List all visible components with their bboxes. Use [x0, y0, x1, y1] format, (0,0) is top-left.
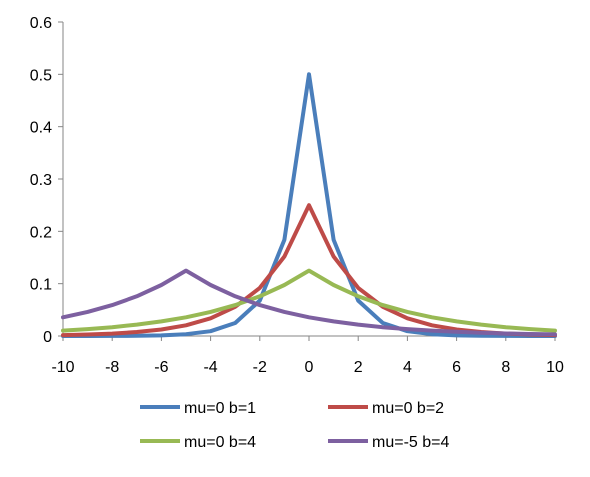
- y-tick-label: 0.1: [30, 277, 52, 294]
- x-tick-label: 8: [501, 359, 510, 376]
- y-tick-label: 0.5: [30, 67, 52, 84]
- series-line-4: [61, 268, 557, 337]
- y-tick-label: 0.6: [30, 15, 52, 32]
- series-line-1: [61, 72, 557, 338]
- y-tick-label: 0.3: [30, 172, 52, 189]
- legend-label-1: mu=0 b=1: [184, 400, 256, 417]
- y-tick-label: 0.2: [30, 224, 52, 241]
- x-tick-label: -4: [203, 359, 217, 376]
- x-tick-label: -2: [253, 359, 267, 376]
- x-tick-label: -6: [154, 359, 168, 376]
- legend-label-2: mu=0 b=2: [372, 400, 444, 417]
- x-tick-label: 10: [546, 359, 564, 376]
- x-tick-label: 4: [403, 359, 412, 376]
- series-lines: [61, 72, 557, 338]
- axes: 0 0.1 0.2 0.3 0.4 0.5 0.6 -10 -8 -6 -4 -2 0 2 4 6 8 10: [30, 15, 564, 376]
- legend-label-4: mu=-5 b=4: [372, 434, 449, 451]
- series-line-3: [61, 268, 557, 333]
- y-tick-label: 0.4: [30, 120, 52, 137]
- x-tick-label: 0: [305, 359, 314, 376]
- legend: mu=0 b=1 mu=0 b=2 mu=0 b=4 mu=-5 b=4: [140, 400, 449, 451]
- x-tick-label: 6: [452, 359, 461, 376]
- legend-label-3: mu=0 b=4: [184, 434, 256, 451]
- y-tick-label: 0: [43, 329, 52, 346]
- x-tick-label: -10: [51, 359, 74, 376]
- x-tick-label: 2: [354, 359, 363, 376]
- x-tick-label: -8: [105, 359, 119, 376]
